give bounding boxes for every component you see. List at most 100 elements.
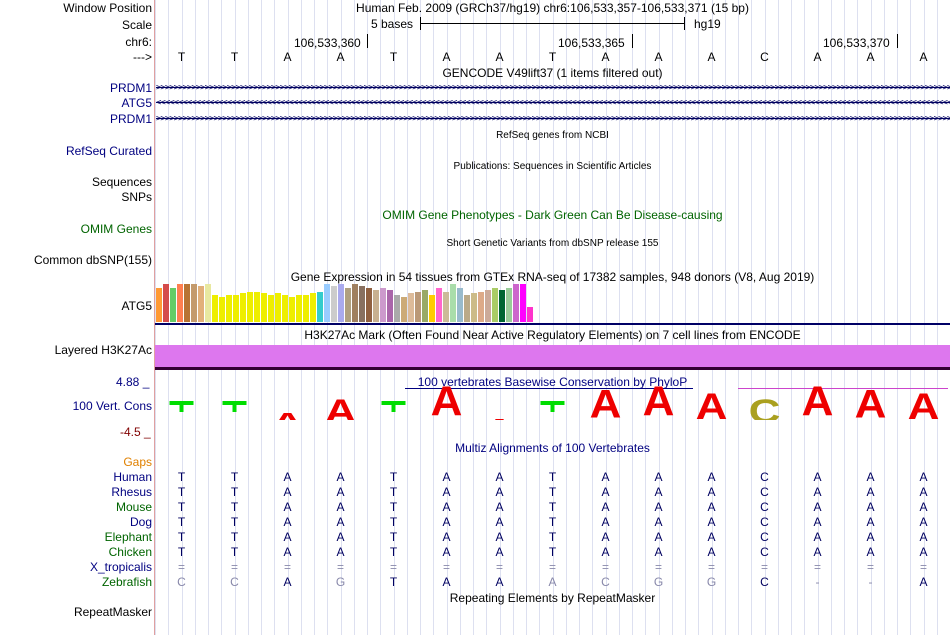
omim-track-title[interactable]: OMIM Gene Phenotypes - Dark Green Can Be… [382, 208, 723, 222]
gtex-tissue-bar[interactable] [303, 295, 309, 322]
gtex-tissue-bar[interactable] [464, 295, 470, 322]
gencode-item-atg5-label[interactable]: ATG5 [121, 96, 152, 110]
cons-sequence-logo[interactable]: AAAAAAACAAA [155, 380, 950, 420]
dbsnp-track-title[interactable]: Short Genetic Variants from dbSNP releas… [446, 238, 659, 249]
gtex-tissue-bar[interactable] [415, 292, 421, 322]
gtex-tissue-bar[interactable] [527, 307, 533, 322]
gtex-tissue-bar[interactable] [457, 288, 463, 322]
gtex-tissue-bar[interactable] [177, 284, 183, 322]
h3k27ac-signal[interactable] [155, 345, 950, 367]
cons-track-label[interactable]: 100 Vert. Cons [72, 399, 152, 413]
species-label[interactable]: Zebrafish [101, 575, 152, 589]
species-label[interactable]: Rhesus [111, 485, 152, 499]
repeatmasker-track-title[interactable]: Repeating Elements by RepeatMasker [449, 591, 656, 605]
species-base: A [654, 470, 663, 484]
h3k27ac-track-title[interactable]: H3K27Ac Mark (Often Found Near Active Re… [304, 328, 801, 342]
gtex-tissue-bar[interactable] [478, 292, 484, 322]
species-base: A [601, 485, 610, 499]
gtex-tissue-bar[interactable] [422, 290, 428, 322]
species-label[interactable]: Elephant [104, 530, 152, 544]
h3k27ac-track-label[interactable]: Layered H3K27Ac [54, 343, 152, 357]
gtex-tissue-bar[interactable] [436, 288, 442, 322]
species-label[interactable]: Dog [129, 515, 152, 529]
gtex-tissue-bar[interactable] [408, 293, 414, 322]
gtex-tissue-bar[interactable] [317, 292, 323, 322]
snps-track-label[interactable]: SNPs [121, 190, 152, 204]
gtex-tissue-bar[interactable] [247, 292, 253, 322]
gtex-track-title[interactable]: Gene Expression in 54 tissues from GTEx … [290, 270, 815, 284]
gtex-tissue-bar[interactable] [352, 284, 358, 322]
gtex-tissue-bar[interactable] [198, 286, 204, 322]
gtex-tissue-bar[interactable] [380, 288, 386, 322]
gtex-tissue-bar[interactable] [170, 288, 176, 322]
gtex-tissue-bar[interactable] [191, 284, 197, 322]
gtex-tissue-bar[interactable] [282, 295, 288, 322]
species-label[interactable]: X_tropicalis [89, 560, 152, 574]
gencode-track-title[interactable]: GENCODE V49lift37 (1 items filtered out) [442, 66, 663, 80]
gtex-tissue-bar[interactable] [331, 286, 337, 322]
gtex-track-label[interactable]: ATG5 [121, 299, 152, 313]
gencode-item-prdm1-feature[interactable]: >>>>>>>>>>>>>>>>>>>>>>>>>>>>>>>>>>>>>>>>… [156, 84, 950, 92]
gtex-tissue-bar[interactable] [394, 295, 400, 322]
gtex-tissue-bar[interactable] [429, 295, 435, 322]
gtex-tissue-bar[interactable] [485, 290, 491, 322]
refseq-track-title[interactable]: RefSeq genes from NCBI [496, 130, 609, 141]
publications-track-title[interactable]: Publications: Sequences in Scientific Ar… [453, 161, 652, 172]
gtex-tissue-bar[interactable] [205, 284, 211, 322]
species-base: A [601, 515, 610, 529]
gtex-tissue-bar[interactable] [261, 293, 267, 322]
publications-track-label[interactable]: Sequences [91, 175, 152, 189]
gtex-tissue-bar[interactable] [366, 288, 372, 322]
gtex-tissue-bar[interactable] [212, 295, 218, 322]
gtex-tissue-bar[interactable] [275, 293, 281, 322]
gtex-tissue-bar[interactable] [359, 286, 365, 322]
gtex-expression-chart[interactable] [156, 284, 556, 322]
gencode-item-prdm1-2-label[interactable]: PRDM1 [109, 112, 152, 126]
cons-letter-glyph: A [431, 380, 463, 420]
gtex-tissue-bar[interactable] [324, 284, 330, 322]
refseq-track-label[interactable]: RefSeq Curated [65, 144, 152, 158]
reference-base: T [389, 50, 398, 64]
dbsnp-track-label[interactable]: Common dbSNP(155) [33, 253, 152, 267]
gtex-tissue-bar[interactable] [289, 297, 295, 322]
multiz-track-title[interactable]: Multiz Alignments of 100 Vertebrates [455, 441, 650, 455]
gencode-item-atg5-feature[interactable]: <<<<<<<<<<<<<<<<<<<<<<<<<<<<<<<<<<<<<<<<… [156, 99, 950, 107]
species-label[interactable]: Human [113, 470, 152, 484]
gtex-tissue-bar[interactable] [387, 290, 393, 322]
repeatmasker-track-label[interactable]: RepeatMasker [73, 605, 152, 619]
grid-line [897, 0, 898, 635]
gtex-tissue-bar[interactable] [219, 297, 225, 322]
gtex-tissue-bar[interactable] [513, 284, 519, 322]
gtex-tissue-bar[interactable] [268, 295, 274, 322]
gtex-tissue-bar[interactable] [296, 295, 302, 322]
species-label[interactable]: Mouse [115, 500, 152, 514]
cons-track-title[interactable]: 100 vertebrates Basewise Conservation by… [417, 375, 688, 389]
gtex-tissue-bar[interactable] [499, 290, 505, 322]
gtex-tissue-bar[interactable] [373, 290, 379, 322]
assembly-position-link[interactable]: Human Feb. 2009 (GRCh37/hg19) chr6:106,5… [356, 1, 749, 15]
gencode-item-prdm1-2-feature[interactable]: >>>>>>>>>>>>>>>>>>>>>>>>>>>>>>>>>>>>>>>>… [156, 115, 950, 123]
gtex-tissue-bar[interactable] [156, 288, 162, 322]
species-label[interactable]: Chicken [108, 545, 152, 559]
gtex-tissue-bar[interactable] [163, 284, 169, 322]
species-base: A [442, 485, 451, 499]
gtex-tissue-bar[interactable] [240, 293, 246, 322]
gtex-tissue-bar[interactable] [401, 297, 407, 322]
gencode-item-prdm1-label[interactable]: PRDM1 [109, 81, 152, 95]
gtex-tissue-bar[interactable] [233, 295, 239, 322]
omim-track-label[interactable]: OMIM Genes [80, 222, 152, 236]
gtex-tissue-bar[interactable] [450, 284, 456, 322]
gtex-tissue-bar[interactable] [492, 288, 498, 322]
gtex-tissue-bar[interactable] [443, 292, 449, 322]
gtex-tissue-bar[interactable] [310, 293, 316, 322]
gtex-tissue-bar[interactable] [520, 284, 526, 322]
species-base: A [866, 470, 875, 484]
gtex-tissue-bar[interactable] [506, 288, 512, 322]
gtex-tissue-bar[interactable] [338, 284, 344, 322]
coord-label-2: 106,533,365 [558, 36, 625, 50]
gtex-tissue-bar[interactable] [254, 292, 260, 322]
gtex-tissue-bar[interactable] [471, 293, 477, 322]
gtex-tissue-bar[interactable] [184, 284, 190, 322]
gtex-tissue-bar[interactable] [345, 288, 351, 322]
gtex-tissue-bar[interactable] [226, 295, 232, 322]
